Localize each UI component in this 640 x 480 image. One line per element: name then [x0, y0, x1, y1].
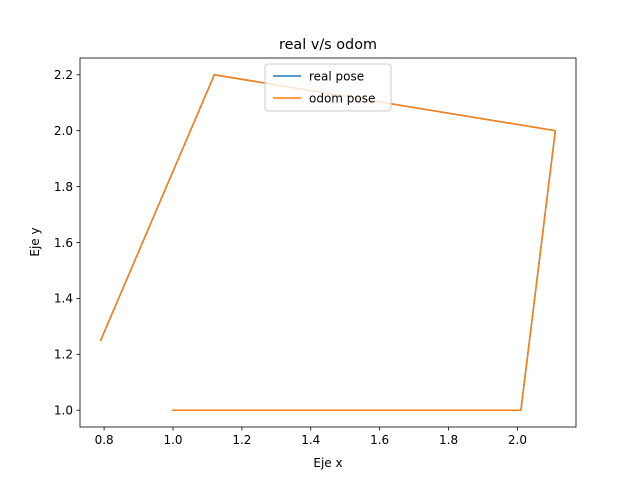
x-tick-label: 1.8 [439, 433, 458, 447]
legend: real pose odom pose [264, 63, 392, 112]
x-tick-label: 0.8 [95, 433, 114, 447]
y-tick-label: 1.8 [54, 180, 73, 194]
y-tick-label: 1.4 [54, 292, 73, 306]
x-tick-label: 1.4 [301, 433, 320, 447]
legend-label-1: real pose [309, 69, 364, 83]
chart-title: real v/s odom [279, 37, 377, 53]
y-tick-label: 1.2 [54, 348, 73, 362]
y-tick-label: 1.0 [54, 404, 73, 418]
x-axis: 0.8 1.0 1.2 1.4 1.6 1.8 2.0 [95, 427, 527, 447]
y-tick-label: 1.6 [54, 236, 73, 250]
legend-label-2: odom pose [309, 91, 375, 105]
x-tick-label: 1.2 [232, 433, 251, 447]
y-axis: 1.0 1.2 1.4 1.6 1.8 2.0 2.2 [54, 68, 80, 418]
x-tick-label: 2.0 [508, 433, 527, 447]
series-line-2 [99, 74, 557, 411]
x-tick-label: 1.6 [370, 433, 389, 447]
y-tick-label: 2.2 [54, 68, 73, 82]
x-axis-label: Eje x [313, 456, 342, 470]
y-tick-label: 2.0 [54, 124, 73, 138]
y-axis-label: Eje y [28, 227, 42, 256]
x-tick-label: 1.0 [163, 433, 182, 447]
